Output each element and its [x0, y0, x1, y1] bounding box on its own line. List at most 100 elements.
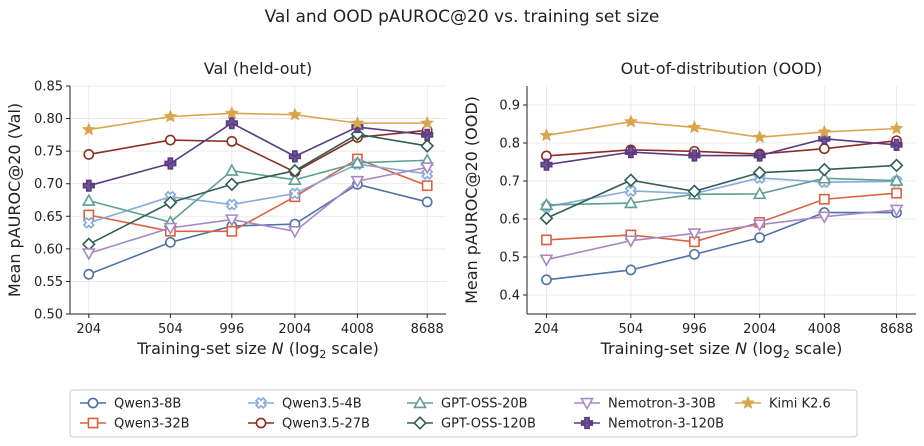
val-x-label-end: scale) [326, 339, 379, 358]
legend-entry-nemotron-3-120b: Nemotron-3-120B [574, 417, 724, 432]
ood-point-kimi-k2-6 [687, 120, 702, 134]
ood-chart-panel: 0.4 0.5 0.6 0.7 0.8 0.9 204 504 996 2004 4008 8688 O… [462, 59, 916, 361]
ood-y-tick-label: 0.9 [499, 99, 520, 114]
legend-label-nemotron-3-30b: Nemotron-3-30B [608, 397, 716, 412]
ood-x-label-end: scale) [790, 339, 843, 358]
legend-label-nemotron-3-120b: Nemotron-3-120B [608, 417, 724, 432]
val-point-kimi-k2-6 [287, 107, 302, 121]
val-point-qwen3-5-27b [164, 134, 176, 146]
ood-point-nemotron-3-120b [624, 146, 637, 159]
val-line-qwen3-5-4b [88, 163, 428, 224]
ood-series-nemotron-3-30b [539, 204, 904, 267]
ood-y-tick-label: 0.4 [499, 289, 520, 304]
ood-line-nemotron-3-120b [546, 138, 897, 166]
legend-label-qwen3-8b: Qwen3-8B [114, 397, 181, 412]
ood-y-tick-label: 0.6 [499, 213, 520, 228]
val-point-gpt-oss-120b [288, 163, 302, 178]
legend-marker-qwen3-8b [87, 397, 99, 409]
val-point-qwen3-8b [164, 236, 176, 248]
val-point-nemotron-3-30b [224, 214, 239, 227]
legend-entry-qwen3-5-4b: Qwen3.5-4B [248, 397, 362, 412]
val-y-tick-label: 0.55 [34, 275, 63, 290]
val-y-axis-label: Mean pAUROC@20 (Val) [5, 103, 24, 297]
val-series-gpt-oss-20b [81, 153, 435, 228]
ood-point-kimi-k2-6 [889, 121, 904, 135]
legend: Qwen3-8B Qwen3-32B Qwen3.5-4B Qwen3.5-27B GP… [69, 389, 858, 438]
val-x-tick-label: 504 [158, 322, 183, 337]
ood-point-nemotron-3-30b [687, 228, 702, 241]
ood-series-qwen3-8b [541, 207, 902, 286]
ood-point-gpt-oss-20b [817, 171, 832, 184]
val-point-qwen3-5-27b [83, 148, 95, 160]
legend-marker-nemotron-3-120b [580, 416, 594, 430]
legend-entry-kimi-k2-6: Kimi K2.6 [735, 395, 831, 412]
val-y-tick-label: 0.70 [34, 177, 63, 192]
ood-x-axis-label: Training-set size N (log2 scale) [600, 339, 843, 361]
val-point-nemotron-3-30b [163, 222, 178, 236]
val-series-kimi-k2-6 [81, 106, 435, 136]
ood-x-tick-label: 504 [618, 322, 643, 337]
val-x-label-prefix: Training-set size [136, 339, 272, 358]
legend-marker-qwen3-5-27b [255, 417, 267, 429]
ood-series-kimi-k2-6 [539, 114, 904, 144]
val-line-qwen3-8b [88, 183, 428, 276]
legend-entry-qwen3-5-27b: Qwen3.5-27B [248, 417, 370, 432]
ood-line-qwen3-5-4b [546, 177, 897, 208]
val-chart-title: Val (held-out) [204, 59, 312, 78]
ood-point-qwen3-32b [891, 187, 902, 199]
ood-line-qwen3-5-27b [546, 139, 897, 157]
figure-title: Val and OOD pAUROC@20 vs. training set s… [265, 7, 660, 27]
val-line-kimi-k2-6 [88, 112, 428, 131]
legend-marker-qwen3-32b [87, 417, 99, 429]
ood-point-nemotron-3-120b [890, 138, 903, 151]
val-point-nemotron-3-120b [225, 117, 238, 130]
ood-line-gpt-oss-120b [546, 164, 897, 219]
ood-point-qwen3-8b [625, 264, 637, 276]
ood-x-tick-label: 4008 [808, 322, 841, 337]
ood-point-qwen3-32b [818, 193, 830, 205]
val-line-gpt-oss-120b [88, 133, 428, 246]
ood-point-gpt-oss-120b [752, 165, 767, 180]
ood-point-nemotron-3-30b [817, 211, 832, 224]
ood-x-label-prefix: Training-set size [600, 339, 736, 358]
ood-y-tick-label: 0.7 [499, 175, 520, 190]
legend-label-qwen3-32b: Qwen3-32B [114, 417, 190, 432]
val-line-qwen3-32b [88, 158, 428, 233]
legend-entry-gpt-oss-20b: GPT-OSS-20B [407, 395, 528, 412]
val-point-qwen3-8b [83, 268, 95, 280]
ood-x-tick-label: 996 [682, 322, 707, 337]
val-point-nemotron-3-120b [421, 128, 434, 141]
val-x-label-sub: 2 [319, 348, 326, 361]
ood-point-nemotron-3-120b [540, 158, 553, 171]
val-chart-panel: 0.50 0.55 0.60 0.65 0.70 0.75 0.80 0.85 204 504 99… [5, 59, 446, 361]
ood-point-nemotron-3-120b [753, 149, 766, 162]
val-x-tick-label: 4008 [341, 322, 374, 337]
val-y-tick-label: 0.60 [34, 242, 63, 257]
ood-point-qwen3-5-4b [624, 184, 637, 197]
ood-x-label-sub: 2 [783, 348, 790, 361]
val-point-gpt-oss-120b [350, 127, 365, 142]
ood-point-qwen3-8b [689, 248, 700, 260]
ood-point-nemotron-3-120b [818, 132, 831, 145]
val-point-kimi-k2-6 [420, 115, 435, 130]
ood-point-qwen3-32b [541, 234, 552, 246]
ood-x-tick-label: 2004 [743, 322, 776, 337]
ood-point-qwen3-8b [754, 232, 766, 244]
val-point-gpt-oss-120b [224, 177, 239, 192]
val-point-qwen3-5-27b [226, 135, 238, 147]
ood-line-gpt-oss-20b [546, 177, 897, 206]
val-series-qwen3-8b [83, 178, 433, 280]
val-point-qwen3-5-4b [225, 198, 238, 211]
ood-point-kimi-k2-6 [752, 130, 767, 144]
val-line-nemotron-3-120b [88, 122, 428, 187]
ood-series-nemotron-3-120b [540, 132, 903, 171]
val-y-tick-label: 0.50 [34, 308, 63, 323]
ood-point-qwen3-8b [541, 274, 552, 286]
val-x-tick-label: 8688 [411, 322, 444, 337]
ood-point-nemotron-3-30b [539, 254, 554, 267]
val-point-kimi-k2-6 [81, 122, 96, 136]
legend-entry-qwen3-8b: Qwen3-8B [80, 397, 181, 412]
val-point-qwen3-5-4b [288, 187, 301, 200]
legend-marker-gpt-oss-120b [413, 416, 427, 430]
